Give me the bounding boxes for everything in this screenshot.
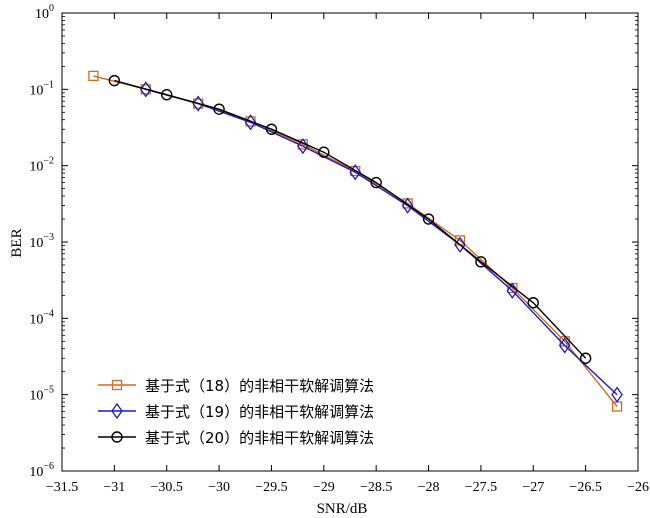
data-point-marker xyxy=(527,297,539,309)
x-tick-label: −29.5 xyxy=(255,480,287,495)
legend-entry-2: 基于式（19）的非相干软解调算法 xyxy=(98,402,374,421)
x-tick-label: −26 xyxy=(627,480,649,495)
x-tick-label: −27 xyxy=(522,480,544,495)
legend-entry-3: 基于式（20）的非相干软解调算法 xyxy=(98,429,374,447)
x-tick-label: −31 xyxy=(103,480,125,495)
data-point-marker xyxy=(558,337,571,354)
data-point-marker xyxy=(611,386,623,403)
series-3 xyxy=(108,74,592,364)
y-tick-label: 10−5 xyxy=(29,385,54,404)
y-tick-label: 10−3 xyxy=(29,232,54,251)
data-point-marker xyxy=(192,95,204,112)
legend-label: 基于式（20）的非相干软解调算法 xyxy=(145,429,374,447)
legend-label: 基于式（19）的非相干软解调算法 xyxy=(145,403,374,421)
y-tick-label: 10−6 xyxy=(29,461,54,480)
x-tick-label: −29 xyxy=(313,480,335,495)
x-tick-label: −30 xyxy=(208,480,230,495)
data-point-marker xyxy=(139,81,152,98)
x-tick-label: −28 xyxy=(418,480,440,495)
x-tick-label: −30.5 xyxy=(151,480,183,495)
x-tick-label: −27.5 xyxy=(465,480,497,495)
legend-marker xyxy=(111,402,123,420)
legend-label: 基于式（18）的非相干软解调算法 xyxy=(145,377,374,395)
data-point-marker xyxy=(422,213,435,225)
y-tick-label: 100 xyxy=(35,3,54,22)
data-point-marker xyxy=(318,146,330,158)
data-point-marker xyxy=(349,164,362,181)
x-axis: −31.5 −31 −30.5 −30 −29.5 −29 −28.5 −28 −27.5 −27… xyxy=(46,13,649,495)
data-point-marker xyxy=(213,103,225,115)
data-point-marker xyxy=(88,70,99,82)
data-point-marker xyxy=(475,256,487,268)
x-axis-title: SNR/dB xyxy=(317,501,368,517)
x-tick-label: −26.5 xyxy=(569,480,601,495)
y-tick-label: 10−4 xyxy=(29,308,54,327)
legend: 基于式（18）的非相干软解调算法基于式（19）的非相干软解调算法基于式（20）的… xyxy=(98,377,374,447)
series-line xyxy=(114,79,587,359)
series-group xyxy=(88,70,623,412)
y-tick-label: 10−1 xyxy=(29,79,54,98)
data-point-marker xyxy=(108,74,121,87)
legend-marker xyxy=(111,431,123,443)
legend-marker xyxy=(111,379,123,391)
data-point-marker xyxy=(370,176,382,189)
data-point-marker xyxy=(401,197,414,214)
data-point-marker xyxy=(265,123,278,135)
data-point-marker xyxy=(161,89,173,101)
x-tick-label: −31.5 xyxy=(46,480,78,495)
series-line xyxy=(145,88,618,396)
legend-entry-1: 基于式（18）的非相干软解调算法 xyxy=(98,377,374,395)
x-tick-label: −28.5 xyxy=(360,480,392,495)
y-axis: 100 10−1 10−2 10−3 10−4 10−5 10−6 xyxy=(29,3,638,480)
y-axis-title: BER xyxy=(9,228,25,257)
y-tick-label: 10−2 xyxy=(29,156,54,175)
data-point-marker xyxy=(579,352,592,364)
